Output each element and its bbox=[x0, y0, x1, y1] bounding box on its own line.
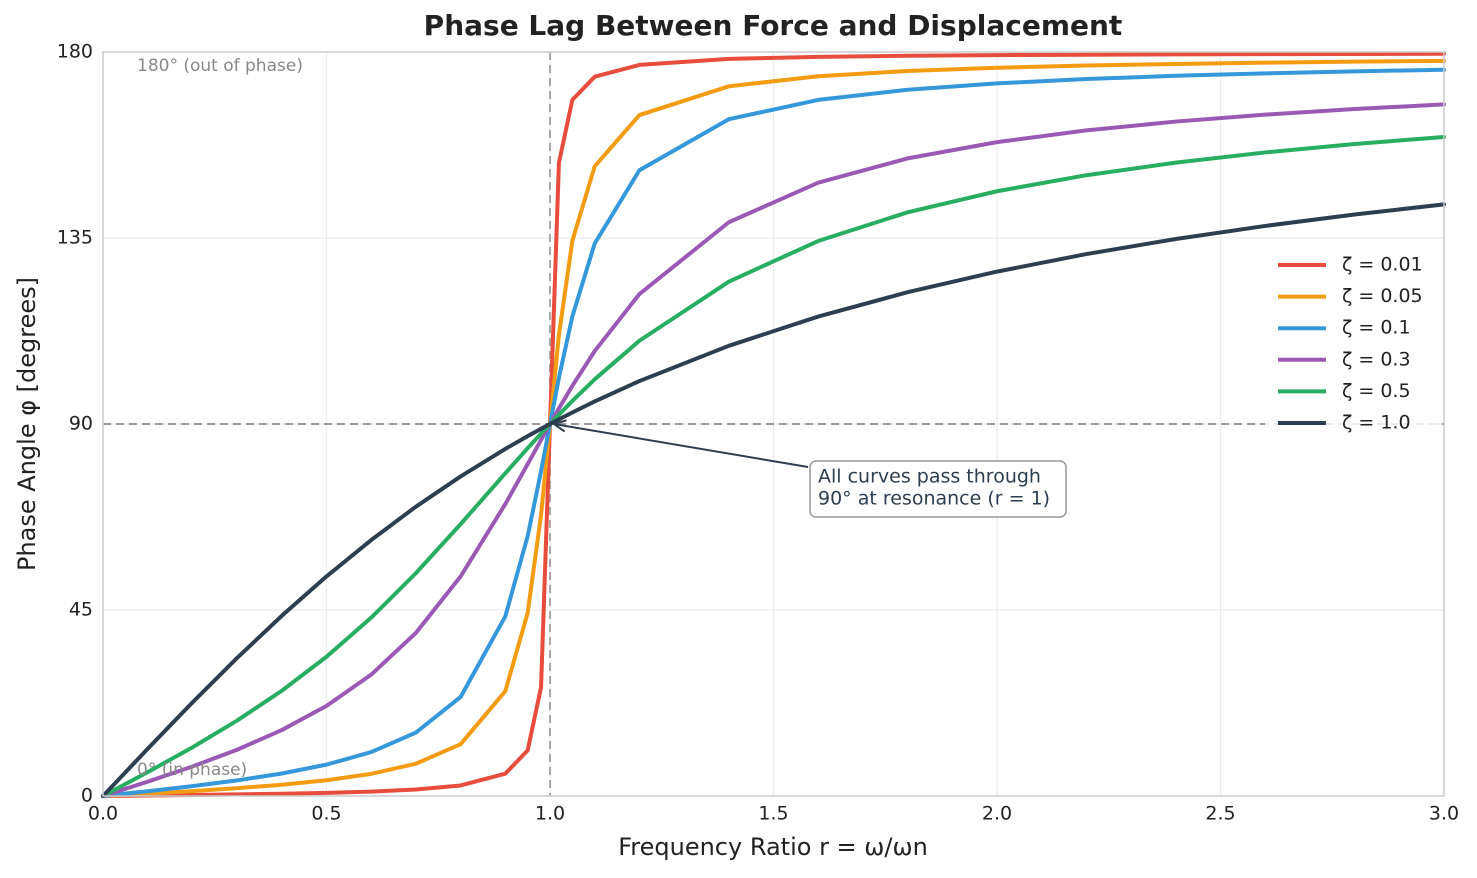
legend: ζ = 0.01 ζ = 0.05 ζ = 0.1 ζ = 0.3 ζ = 0.5 ζ =… bbox=[1265, 245, 1437, 445]
x-axis-label: Frequency Ratio r = ω/ωn bbox=[618, 833, 928, 861]
series-line bbox=[101, 67, 1446, 798]
y-tick-label: 180 bbox=[57, 41, 93, 63]
legend-label: ζ = 0.3 bbox=[1342, 348, 1411, 370]
x-tick-label: 2.5 bbox=[1205, 803, 1235, 825]
plot bbox=[101, 51, 1446, 798]
annotation-arrow bbox=[553, 423, 809, 468]
y-tick-label: 0 bbox=[81, 785, 93, 807]
legend-label: ζ = 0.05 bbox=[1342, 285, 1423, 307]
x-tick-label: 0.5 bbox=[311, 803, 341, 825]
y-tick-label: 90 bbox=[69, 413, 93, 435]
series-line bbox=[101, 202, 1446, 798]
annotation: All curves pass through bbox=[818, 466, 1041, 488]
series-line bbox=[101, 58, 1446, 798]
annotation: 0° (in phase) bbox=[137, 760, 247, 780]
legend-label: ζ = 1.0 bbox=[1342, 412, 1411, 434]
x-tick-label: 0.0 bbox=[88, 803, 118, 825]
x-tick-label: 1.0 bbox=[535, 803, 565, 825]
y-tick-label: 135 bbox=[57, 227, 93, 249]
legend-box bbox=[1265, 245, 1437, 445]
legend-label: ζ = 0.01 bbox=[1342, 254, 1423, 276]
y-tick-label: 45 bbox=[69, 599, 93, 621]
x-tick-label: 1.5 bbox=[758, 803, 788, 825]
chart-title: Phase Lag Between Force and Displacement bbox=[424, 9, 1123, 42]
x-tick-label: 2.0 bbox=[982, 803, 1012, 825]
annotation-arrowhead bbox=[551, 419, 567, 433]
series-line bbox=[101, 102, 1446, 798]
annotation-box bbox=[809, 460, 1067, 518]
annotation: 180° (out of phase) bbox=[137, 56, 303, 76]
series-line bbox=[101, 51, 1446, 798]
y-axis-label: Phase Angle φ [degrees] bbox=[13, 277, 41, 571]
annotation: 90° at resonance (r = 1) bbox=[818, 488, 1050, 510]
plot-frame bbox=[102, 51, 1445, 797]
x-tick-label: 3.0 bbox=[1429, 803, 1459, 825]
series-line bbox=[101, 134, 1446, 798]
legend-label: ζ = 0.1 bbox=[1342, 317, 1411, 339]
legend-label: ζ = 0.5 bbox=[1342, 380, 1411, 402]
